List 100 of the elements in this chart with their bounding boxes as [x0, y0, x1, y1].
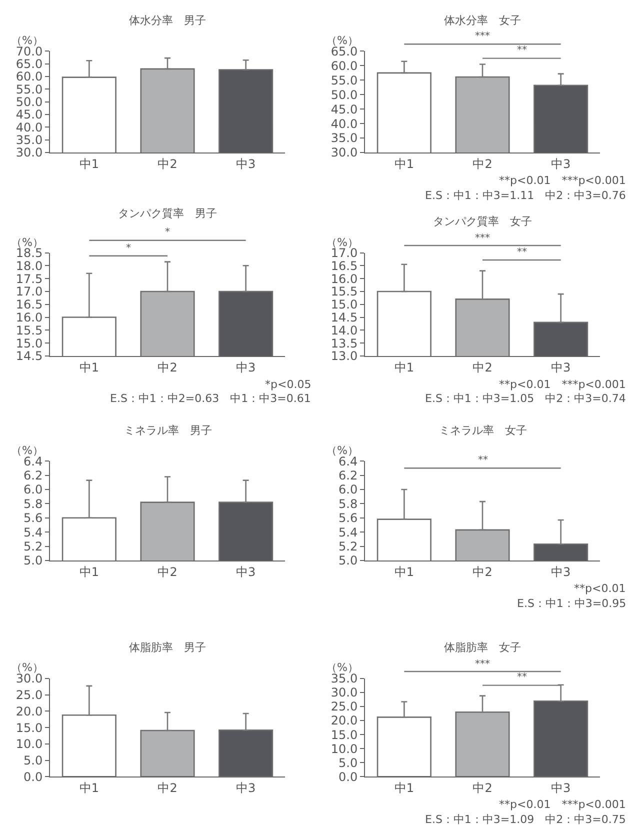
- x-tick-label: 中2: [472, 156, 492, 171]
- y-tick-label: 5.8: [338, 496, 358, 511]
- y-tick-label: 14.5: [16, 349, 43, 364]
- y-tick-label: 14.5: [330, 310, 358, 324]
- text: ***: [475, 659, 490, 670]
- y-tick-label: 35.0: [16, 133, 43, 148]
- y-tick-label: 16.0: [16, 310, 43, 324]
- x-tick-label: 中2: [472, 564, 492, 579]
- annotation: *: [126, 243, 131, 254]
- chart-title: タンパク質率 男子: [118, 207, 217, 220]
- x-tick-label: 中3: [236, 360, 256, 374]
- y-tick-label: 17.5: [16, 272, 43, 286]
- y-tick-label: 5.0: [24, 754, 43, 768]
- y-tick-label: 13.0: [330, 349, 358, 364]
- y-tick-label: 6.4: [24, 454, 43, 468]
- y-axis-title: （%）: [326, 34, 358, 47]
- x-tick-label: 中3: [551, 564, 571, 579]
- y-tick-label: 17.0: [16, 284, 43, 299]
- y-tick-label: 15.5: [16, 323, 43, 338]
- x-tick-label: 中2: [472, 360, 492, 374]
- y-tick-label: 55.0: [330, 73, 358, 88]
- x-tick-label: 中1: [394, 360, 414, 374]
- y-tick-label: 45.0: [16, 108, 43, 122]
- text: E.S：中1：中3=1.11 中2：中3=0.76: [425, 189, 626, 202]
- y-tick-label: 20.0: [16, 704, 43, 718]
- y-tick-label: 5.2: [338, 539, 358, 554]
- text: **p<0.01 ***p<0.001: [499, 798, 626, 811]
- y-tick-label: 55.0: [16, 82, 43, 96]
- y-tick-label: 5.0: [338, 756, 358, 770]
- y-tick-label: 30.0: [330, 686, 358, 700]
- x-tick-label: 中1: [394, 781, 414, 796]
- text: ***: [475, 31, 490, 42]
- y-tick-label: 15.0: [16, 336, 43, 350]
- annotation: **: [517, 45, 527, 56]
- y-tick-label: 35.0: [330, 672, 358, 686]
- x-tick-label: 中1: [79, 360, 99, 374]
- y-tick-label: 5.2: [24, 539, 43, 554]
- text: **p<0.01 ***p<0.001: [499, 174, 626, 187]
- y-tick-label: 15.5: [330, 284, 358, 299]
- y-tick-label: 6.4: [338, 454, 358, 468]
- y-tick-label: 60.0: [16, 70, 43, 84]
- y-axis-title: （%）: [326, 444, 358, 457]
- text: **p<0.01: [574, 582, 626, 595]
- y-tick-label: 65.0: [330, 44, 358, 58]
- y-tick-label: 65.0: [16, 57, 43, 72]
- chart-title: 体水分率 男子: [129, 14, 206, 27]
- text: E.S：中1：中3=0.95: [517, 597, 626, 610]
- x-tick-label: 中3: [551, 156, 571, 171]
- annotation: **: [517, 247, 527, 258]
- y-tick-label: 0.0: [338, 770, 358, 784]
- y-tick-label: 15.0: [330, 728, 358, 742]
- y-tick-label: 30.0: [16, 672, 43, 686]
- y-tick-label: 5.0: [24, 554, 43, 568]
- text: E.S：中1：中2=0.63 中1：中3=0.61: [110, 392, 311, 405]
- x-tick-label: 中3: [236, 156, 256, 171]
- y-tick-label: 45.0: [330, 102, 358, 116]
- y-tick-label: 40.0: [330, 116, 358, 131]
- chart-title: ミネラル率 女子: [439, 424, 527, 437]
- text: E.S：中1：中3=1.09 中2：中3=0.75: [425, 813, 626, 825]
- annotation: **: [517, 672, 527, 683]
- x-tick-label: 中3: [236, 564, 256, 579]
- y-tick-label: 15.0: [330, 298, 358, 312]
- y-tick-label: 5.4: [338, 525, 358, 540]
- y-axis-title: （%）: [326, 661, 358, 674]
- y-tick-label: 18.0: [16, 258, 43, 273]
- y-axis-title: （%）: [11, 444, 44, 457]
- x-tick-label: 中1: [394, 564, 414, 579]
- x-tick-label: 中2: [158, 156, 178, 171]
- y-tick-label: 16.0: [330, 272, 358, 286]
- y-tick-label: 6.0: [338, 482, 358, 497]
- x-tick-label: 中1: [79, 781, 99, 796]
- y-tick-label: 35.0: [330, 131, 358, 146]
- y-tick-label: 50.0: [16, 95, 43, 110]
- x-tick-label: 中1: [79, 564, 99, 579]
- text: **p<0.01 ***p<0.001: [499, 378, 626, 391]
- y-tick-label: 6.0: [24, 482, 43, 497]
- y-tick-label: 0.0: [24, 770, 43, 784]
- y-tick-label: 16.5: [16, 298, 43, 312]
- annotation: **: [478, 455, 488, 466]
- y-tick-label: 5.8: [24, 496, 43, 511]
- y-tick-label: 25.0: [16, 688, 43, 702]
- x-tick-label: 中3: [236, 781, 256, 796]
- y-tick-label: 6.2: [24, 468, 43, 483]
- y-tick-label: 6.2: [338, 468, 358, 483]
- y-tick-label: 5.6: [338, 511, 358, 526]
- y-tick-label: 70.0: [16, 44, 43, 58]
- chart-title: ミネラル率 男子: [124, 424, 212, 437]
- x-tick-label: 中2: [158, 564, 178, 579]
- y-tick-label: 5.0: [338, 554, 358, 568]
- x-tick-label: 中3: [551, 360, 571, 374]
- x-tick-label: 中2: [472, 781, 492, 796]
- x-tick-label: 中1: [394, 156, 414, 171]
- y-tick-label: 25.0: [330, 700, 358, 714]
- y-tick-label: 30.0: [16, 146, 43, 160]
- y-tick-label: 20.0: [330, 714, 358, 728]
- x-tick-label: 中1: [79, 156, 99, 171]
- chart-title: タンパク質率 女子: [433, 215, 532, 228]
- y-tick-label: 40.0: [16, 120, 43, 134]
- y-tick-label: 5.4: [24, 525, 43, 540]
- y-tick-label: 60.0: [330, 58, 358, 73]
